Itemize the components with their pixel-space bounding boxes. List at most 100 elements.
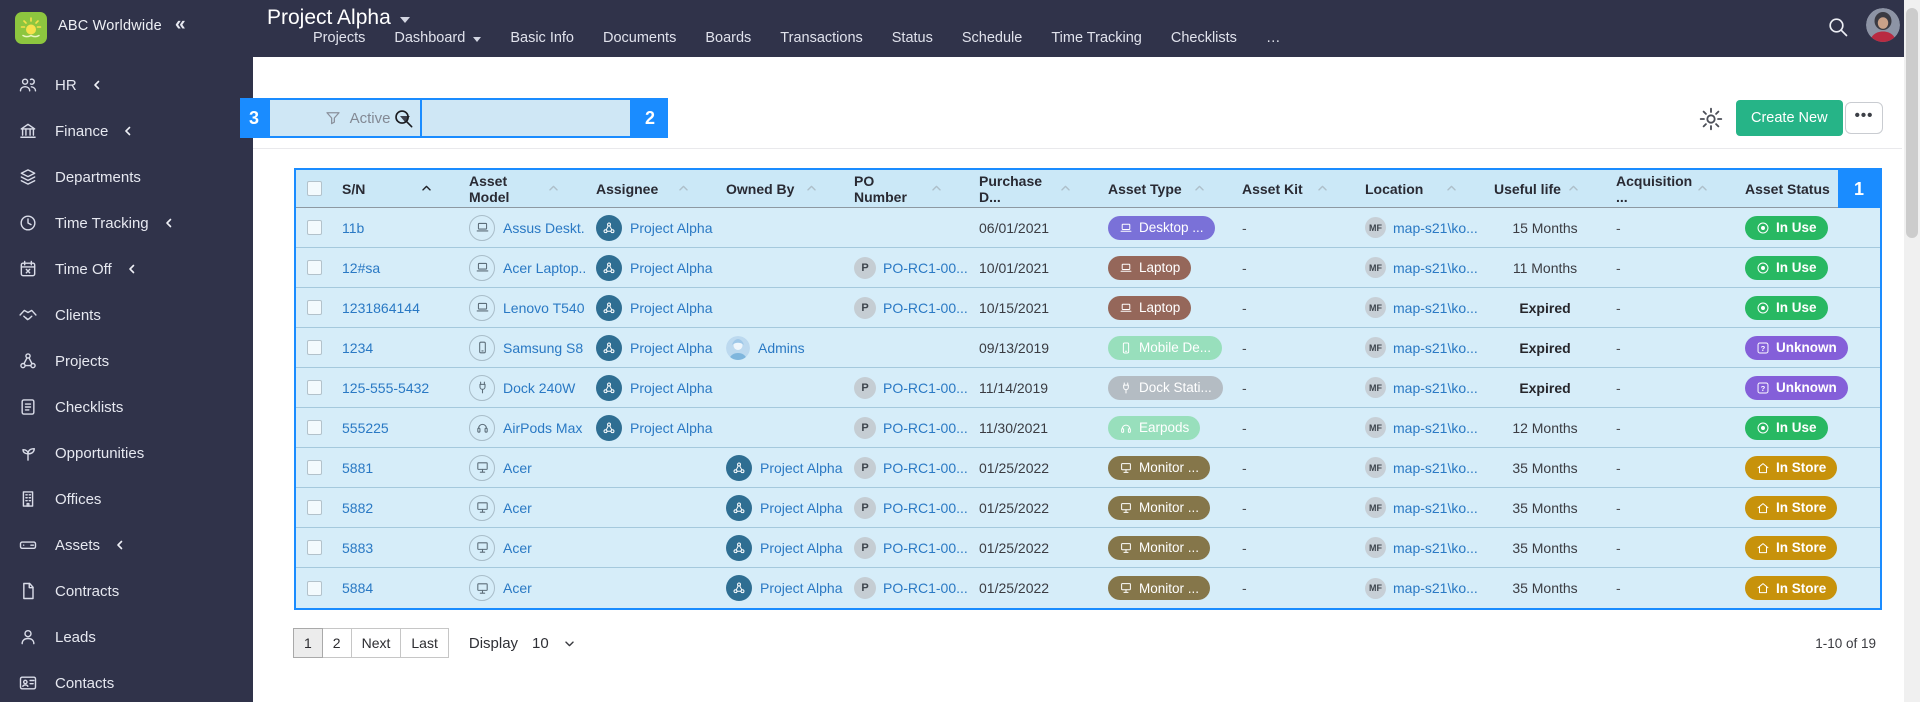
location-link[interactable]: map-s21\ko... (1393, 339, 1478, 356)
serial-number-link[interactable]: 5881 (342, 459, 374, 476)
asset-model-link[interactable]: Lenovo T540 (503, 299, 585, 316)
serial-number-link[interactable]: 5883 (342, 539, 374, 556)
sidebar-item-finance[interactable]: Finance (0, 108, 253, 154)
asset-model-link[interactable]: Acer (503, 499, 532, 516)
row-checkbox[interactable] (306, 220, 322, 235)
po-number-link[interactable]: PO-RC1-00... (883, 459, 968, 476)
location-link[interactable]: map-s21\ko... (1393, 299, 1478, 316)
asset-model-link[interactable]: Acer (503, 539, 532, 556)
sidebar-item-time-tracking[interactable]: Time Tracking (0, 200, 253, 246)
assignee-link[interactable]: Project Alpha (630, 219, 713, 236)
column-header-acquisition[interactable]: Acquisition ... (1606, 170, 1735, 207)
company-logo-icon[interactable] (15, 12, 47, 44)
po-number-link[interactable]: PO-RC1-00... (883, 419, 968, 436)
location-link[interactable]: map-s21\ko... (1393, 219, 1478, 236)
serial-number-link[interactable]: 125-555-5432 (342, 379, 430, 396)
sidebar-item-contracts[interactable]: Contracts (0, 568, 253, 614)
assignee-link[interactable]: Project Alpha (630, 259, 713, 276)
global-search-icon[interactable] (1826, 15, 1850, 39)
column-header-asset-status[interactable]: Asset Status (1735, 170, 1880, 207)
po-number-link[interactable]: PO-RC1-00... (883, 539, 968, 556)
assignee-link[interactable]: Project Alpha (630, 299, 713, 316)
select-all-checkbox[interactable] (306, 181, 322, 196)
column-header-location[interactable]: Location (1355, 170, 1484, 207)
sidebar-item-leads[interactable]: Leads (0, 614, 253, 660)
more-options-button[interactable]: ••• (1845, 102, 1883, 134)
column-header-asset-type[interactable]: Asset Type (1098, 170, 1232, 207)
tab-projects[interactable]: Projects (313, 30, 365, 46)
assignee-link[interactable]: Project Alpha (630, 339, 713, 356)
page-button-2[interactable]: 2 (321, 628, 352, 658)
po-number-link[interactable]: PO-RC1-00... (883, 580, 968, 596)
page-size-dropdown[interactable]: Display 10 (469, 635, 576, 652)
owned-by-link[interactable]: Project Alpha (760, 580, 843, 596)
sidebar-item-projects[interactable]: Projects (0, 338, 253, 384)
owned-by-link[interactable]: Project Alpha (760, 499, 843, 516)
serial-number-link[interactable]: 11b (342, 219, 365, 236)
row-checkbox[interactable] (306, 380, 322, 395)
row-checkbox[interactable] (306, 460, 322, 475)
tab-time-tracking[interactable]: Time Tracking (1051, 30, 1142, 46)
asset-model-link[interactable]: Samsung S8 (503, 339, 584, 356)
user-avatar[interactable] (1866, 8, 1900, 42)
serial-number-link[interactable]: 12#sa (342, 259, 381, 276)
asset-model-link[interactable]: Acer Laptop... (503, 259, 586, 276)
tab-checklists[interactable]: Checklists (1171, 30, 1237, 46)
row-checkbox[interactable] (306, 420, 322, 435)
tab-dashboard[interactable]: Dashboard (394, 30, 482, 46)
sidebar-item-checklists[interactable]: Checklists (0, 384, 253, 430)
asset-model-link[interactable]: Dock 240W (503, 379, 576, 396)
scrollbar-thumb[interactable] (1906, 8, 1918, 238)
serial-number-link[interactable]: 1231864144 (342, 299, 420, 316)
serial-number-link[interactable]: 555225 (342, 419, 389, 436)
owned-by-link[interactable]: Project Alpha (760, 539, 843, 556)
next-page-button[interactable]: Next (350, 628, 402, 658)
settings-gear-icon[interactable] (1698, 106, 1724, 132)
sidebar-item-offices[interactable]: Offices (0, 476, 253, 522)
column-header-owned-by[interactable]: Owned By (716, 170, 844, 207)
location-link[interactable]: map-s21\ko... (1393, 419, 1478, 436)
row-checkbox[interactable] (306, 580, 322, 596)
serial-number-link[interactable]: 1234 (342, 339, 374, 356)
asset-model-link[interactable]: AirPods Max (503, 419, 583, 436)
tab-more[interactable]: … (1266, 30, 1281, 46)
asset-model-link[interactable]: Acer (503, 580, 532, 596)
asset-model-link[interactable]: Acer (503, 459, 532, 476)
owned-by-link[interactable]: Project Alpha (760, 459, 843, 476)
tab-schedule[interactable]: Schedule (962, 30, 1022, 46)
sidebar-item-contacts[interactable]: Contacts (0, 660, 253, 706)
column-header-asset-kit[interactable]: Asset Kit (1232, 170, 1355, 207)
last-page-button[interactable]: Last (400, 628, 449, 658)
tab-basic-info[interactable]: Basic Info (510, 30, 574, 46)
project-title-dropdown[interactable]: Project Alpha (267, 6, 410, 30)
row-checkbox[interactable] (306, 340, 322, 355)
location-link[interactable]: map-s21\ko... (1393, 459, 1478, 476)
assignee-link[interactable]: Project Alpha (630, 379, 713, 396)
sidebar-item-assets[interactable]: Assets (0, 522, 253, 568)
location-link[interactable]: map-s21\ko... (1393, 259, 1478, 276)
column-header-asset-model[interactable]: Asset Model (459, 170, 586, 207)
asset-model-link[interactable]: Assus Deskt... (503, 219, 586, 236)
row-checkbox[interactable] (306, 500, 322, 515)
column-header-po-number[interactable]: PO Number (844, 170, 969, 207)
row-checkbox[interactable] (306, 540, 322, 555)
sidebar-collapse-icon[interactable]: « (175, 14, 186, 35)
tab-boards[interactable]: Boards (705, 30, 751, 46)
location-link[interactable]: map-s21\ko... (1393, 539, 1478, 556)
location-link[interactable]: map-s21\ko... (1393, 580, 1478, 596)
tab-status[interactable]: Status (892, 30, 933, 46)
sidebar-item-departments[interactable]: Departments (0, 154, 253, 200)
page-button-1[interactable]: 1 (293, 628, 323, 658)
column-header-purchase-d[interactable]: Purchase D... (969, 170, 1098, 207)
po-number-link[interactable]: PO-RC1-00... (883, 499, 968, 516)
sidebar-item-time-off[interactable]: Time Off (0, 246, 253, 292)
tab-transactions[interactable]: Transactions (780, 30, 862, 46)
row-checkbox[interactable] (306, 300, 322, 315)
search-input[interactable] (420, 98, 632, 138)
location-link[interactable]: map-s21\ko... (1393, 499, 1478, 516)
po-number-link[interactable]: PO-RC1-00... (883, 299, 968, 316)
column-header-useful-life[interactable]: Useful life (1484, 170, 1606, 207)
row-checkbox[interactable] (306, 260, 322, 275)
create-new-button[interactable]: Create New (1736, 100, 1843, 136)
assignee-link[interactable]: Project Alpha (630, 419, 713, 436)
